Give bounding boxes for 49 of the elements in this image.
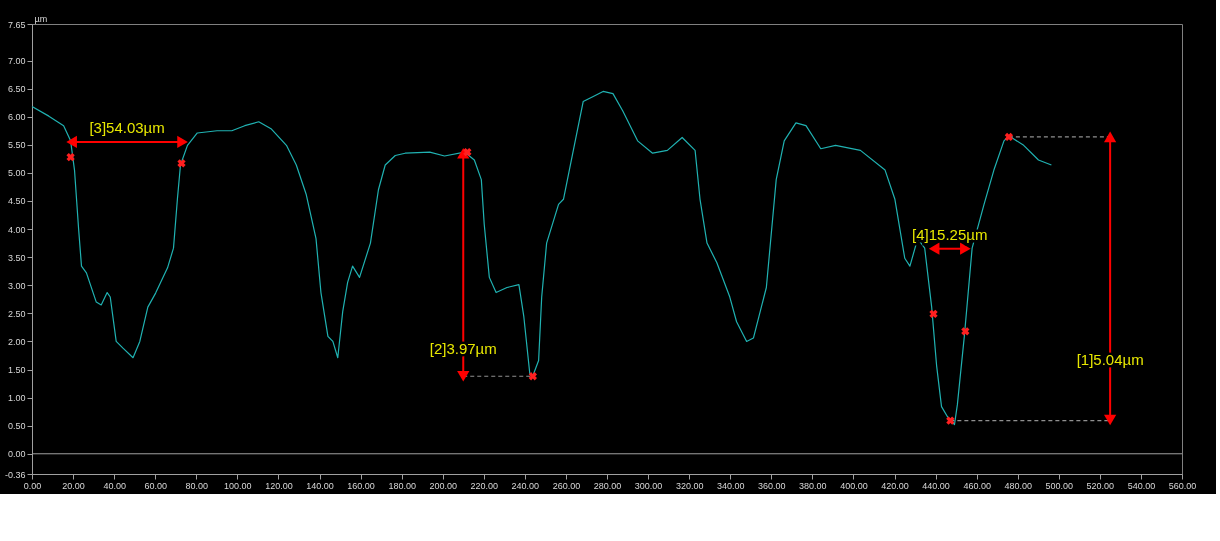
y-tick-label: 2.50	[7, 308, 26, 319]
y-tick-label: 4.00	[7, 224, 26, 235]
x-tick-label: 40.00	[103, 480, 126, 491]
y-tick-label: 5.00	[7, 168, 26, 179]
x-tick-label: 520.00	[1086, 480, 1115, 491]
x-tick-label: 480.00	[1004, 480, 1032, 491]
y-tick-label: 7.65	[7, 19, 26, 30]
x-tick-label: 440.00	[922, 480, 950, 491]
y-tick-label: 6.00	[7, 112, 26, 123]
x-tick-label: 460.00	[963, 480, 991, 491]
x-tick-label: 100.00	[224, 480, 252, 491]
x-tick-label: 260.00	[552, 480, 581, 491]
x-tick-label: 400.00	[840, 480, 868, 491]
x-tick-label: 60.00	[144, 480, 167, 491]
x-tick-label: 300.00	[634, 480, 663, 491]
y-tick-label: 1.50	[7, 365, 26, 376]
y-axis-title: µm	[34, 13, 48, 24]
x-tick-label: 160.00	[347, 480, 375, 491]
x-tick-label: 0.00	[23, 480, 42, 491]
y-tick-label: -0.36	[4, 469, 26, 480]
x-tick-label: 80.00	[185, 480, 209, 491]
y-tick-label: 5.50	[7, 140, 26, 151]
x-tick-label: 240.00	[511, 480, 540, 491]
x-tick-label: 20.00	[62, 480, 85, 491]
x-tick-label: 380.00	[799, 480, 827, 491]
x-tick-label: 200.00	[429, 480, 457, 491]
y-tick-label: 4.50	[7, 196, 26, 207]
x-tick-label: 220.00	[470, 480, 499, 491]
x-tick-label: 280.00	[593, 480, 622, 491]
y-tick-label: 3.00	[7, 280, 26, 291]
x-tick-label: 140.00	[306, 480, 334, 491]
x-tick-label: 340.00	[716, 480, 745, 491]
y-tick-label: 0.00	[7, 449, 26, 460]
y-tick-label: 1.00	[7, 393, 26, 404]
x-tick-label: 320.00	[675, 480, 704, 491]
x-tick-label: 420.00	[881, 480, 909, 491]
y-tick-label: 2.00	[7, 336, 26, 347]
y-tick-label: 7.00	[7, 56, 26, 67]
annotation: [3]54.03µm	[89, 118, 165, 136]
annotation: [4]15.25µm	[912, 225, 988, 243]
y-tick-label: 6.50	[7, 84, 26, 95]
x-tick-label: 360.00	[758, 480, 786, 491]
x-tick-label: 500.00	[1045, 480, 1074, 491]
x-tick-label: 120.00	[265, 480, 293, 491]
y-tick-label: 0.50	[7, 421, 26, 432]
y-tick-label: 3.50	[7, 252, 26, 263]
x-tick-label: 180.00	[388, 480, 416, 491]
x-tick-label: 560.00	[1168, 480, 1197, 491]
x-tick-label: 540.00	[1127, 480, 1156, 491]
